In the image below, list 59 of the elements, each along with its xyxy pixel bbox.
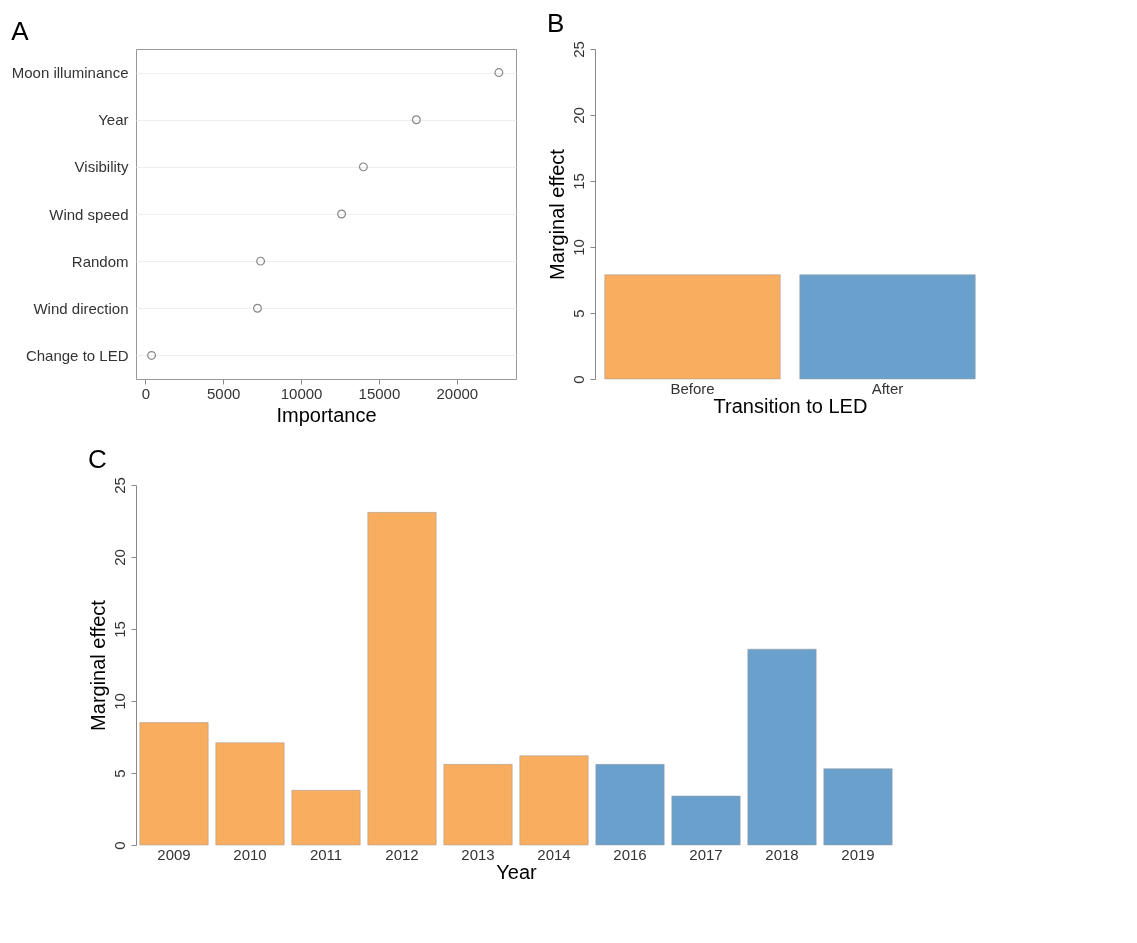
chart-title: A [11, 16, 30, 46]
y-tick-label: 15 [569, 173, 587, 190]
x-tick-label: 2017 [689, 845, 723, 863]
bar [747, 648, 817, 846]
x-tick-label: 15000 [358, 384, 401, 402]
y-tick-label: Visibility [74, 158, 129, 176]
x-axis-title: Transition to LED [713, 394, 868, 417]
x-tick-label: 5000 [207, 384, 241, 402]
y-tick-label: Change to LED [25, 346, 129, 364]
x-tick-label: 2010 [233, 845, 267, 863]
y-tick-label: 20 [569, 107, 587, 124]
y-tick-label: Wind speed [49, 205, 129, 223]
y-tick-label: 20 [110, 549, 128, 566]
bar [291, 790, 361, 846]
y-tick-label: 5 [569, 309, 587, 318]
x-tick-label: 2014 [537, 845, 571, 863]
chart-title: B [547, 7, 565, 38]
bar [519, 755, 589, 846]
y-axis-title: Marginal effect [545, 148, 568, 280]
x-tick-label: Before [670, 379, 715, 397]
y-tick-label: Year [98, 111, 129, 129]
x-tick-label: 2013 [461, 845, 495, 863]
bar [595, 764, 665, 846]
y-tick-label: Moon illuminance [11, 64, 129, 82]
y-axis-title: Marginal effect [86, 599, 109, 731]
x-tick-label: 2016 [613, 845, 647, 863]
bar [367, 512, 437, 846]
x-tick-label: 2019 [841, 845, 875, 863]
y-tick-label: 10 [569, 239, 587, 256]
x-tick-label: 2012 [385, 845, 419, 863]
x-tick-label: 10000 [280, 384, 323, 402]
bar [823, 768, 893, 846]
chart-title: C [88, 443, 107, 474]
point [411, 115, 421, 125]
x-axis-title: Importance [276, 403, 377, 426]
y-tick-label: 10 [110, 693, 128, 710]
point [256, 256, 266, 266]
x-tick-label: 2018 [765, 845, 799, 863]
x-tick-label: 20000 [436, 384, 479, 402]
point [494, 68, 504, 78]
y-tick-label: 25 [569, 41, 587, 58]
bar [671, 795, 741, 846]
point [358, 162, 368, 172]
y-tick-label: 15 [110, 621, 128, 638]
bar [215, 742, 285, 846]
x-tick-label: 2011 [309, 845, 343, 863]
x-tick-label: 2009 [157, 845, 191, 863]
point [253, 303, 262, 313]
x-tick-label: 0 [141, 384, 151, 402]
x-tick-label: After [871, 379, 904, 397]
point [337, 209, 347, 219]
bar [443, 764, 513, 846]
y-tick-label: 25 [110, 477, 128, 494]
y-tick-label: 5 [110, 769, 128, 778]
bar [139, 722, 209, 846]
point [147, 350, 157, 360]
y-tick-label: Random [71, 252, 129, 270]
x-axis-title: Year [496, 860, 538, 883]
y-tick-label: Wind direction [33, 299, 129, 317]
